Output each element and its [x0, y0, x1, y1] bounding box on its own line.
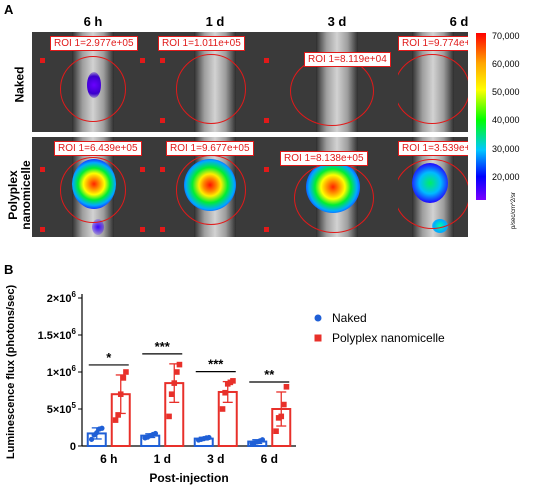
time-label-1d: 1 d	[205, 14, 225, 29]
roi-label-polyplex-6h: ROI 1=6.439e+05	[54, 141, 142, 156]
image-naked-6h: ROI 1=2.977e+05	[32, 32, 155, 132]
y-tick-label: 5×105	[47, 401, 77, 416]
legend-label: Polyplex nanomicelle	[332, 331, 445, 345]
data-point-polyplex	[171, 380, 178, 386]
data-point-polyplex	[120, 375, 127, 381]
legend-marker-naked	[314, 314, 322, 322]
roi-label-polyplex-6d: ROI 1=3.539e+05	[398, 141, 468, 156]
colorbar	[476, 33, 486, 200]
data-point-polyplex	[166, 413, 172, 420]
data-point-polyplex	[176, 361, 183, 368]
y-tick-label: 1×106	[47, 364, 77, 379]
roi-label-polyplex-3d: ROI 1=8.138e+05	[280, 151, 368, 166]
time-label-6h: 6 h	[83, 14, 103, 29]
colorbar-tick: 60,000	[492, 59, 520, 69]
image-polyplex-6h: ROI 1=6.439e+05	[32, 137, 155, 237]
data-point-naked	[94, 430, 100, 436]
image-naked-3d: ROI 1=8.119e+04	[276, 32, 399, 132]
panel-a-label: A	[4, 2, 14, 17]
significance-label: **	[264, 367, 275, 382]
colorbar-tick: 70,000	[492, 31, 520, 41]
data-point-polyplex	[278, 413, 285, 420]
data-point-naked	[206, 434, 212, 441]
y-tick-label: 0	[70, 441, 76, 453]
colorbar-tick: 40,000	[492, 115, 520, 125]
legend-marker-polyplex	[314, 334, 322, 342]
colorbar-tick: 50,000	[492, 87, 520, 97]
roi-label-naked-1d: ROI 1=1.011e+05	[158, 36, 245, 51]
panel-b-label: B	[4, 262, 14, 277]
colorbar-tick: 30,000	[492, 144, 520, 154]
data-point-polyplex	[117, 391, 124, 397]
data-point-naked	[259, 437, 266, 443]
colorbar-tick: 20,000	[492, 172, 520, 182]
data-point-polyplex	[123, 369, 129, 375]
roi-label-naked-6d: ROI 1=9.774e+04	[398, 36, 468, 51]
image-polyplex-1d: ROI 1=9.677e+05	[154, 137, 277, 237]
x-axis-label: Post-injection	[149, 471, 228, 485]
x-tick-label: 1 d	[154, 452, 171, 466]
x-tick-label: 3 d	[207, 452, 224, 466]
data-point-naked	[99, 425, 105, 431]
legend-label: Naked	[332, 311, 367, 325]
significance-label: *	[106, 350, 112, 365]
roi-label-polyplex-1d: ROI 1=9.677e+05	[166, 141, 254, 156]
image-naked-6d: ROI 1=9.774e+04	[398, 32, 468, 132]
image-polyplex-3d: ROI 1=8.138e+05	[276, 137, 399, 237]
data-point-polyplex	[281, 401, 287, 408]
y-tick-label: 1.5×106	[38, 327, 77, 342]
data-point-polyplex	[115, 412, 121, 418]
significance-label: ***	[208, 357, 224, 372]
roi-label-naked-6h: ROI 1=2.977e+05	[50, 36, 138, 51]
roi-label-naked-3d: ROI 1=8.119e+04	[304, 52, 391, 67]
data-point-naked	[152, 430, 159, 437]
y-tick-label: 2×106	[47, 290, 77, 305]
data-point-polyplex	[168, 391, 175, 397]
data-point-polyplex	[222, 389, 228, 396]
time-label-3d: 3 d	[327, 14, 347, 29]
y-axis-label: Luminescence flux (photons/sec)	[5, 285, 17, 460]
time-label-6d: 6 d	[449, 14, 469, 29]
data-point-polyplex	[273, 428, 279, 434]
significance-label: ***	[155, 339, 171, 354]
data-point-naked	[88, 436, 95, 442]
data-point-polyplex	[230, 378, 236, 384]
data-point-polyplex	[283, 384, 290, 390]
image-polyplex-6d: ROI 1=3.539e+05	[398, 137, 468, 237]
data-point-polyplex	[112, 417, 119, 423]
image-naked-1d: ROI 1=1.011e+05	[154, 32, 277, 132]
x-tick-label: 6 h	[100, 452, 117, 466]
data-point-polyplex	[174, 369, 180, 375]
x-tick-label: 6 d	[261, 452, 278, 466]
data-point-polyplex	[219, 406, 226, 412]
